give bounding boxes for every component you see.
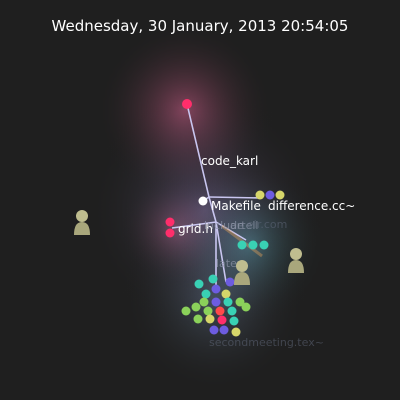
user-avatar-icon [288, 248, 304, 273]
file-node [165, 228, 175, 238]
faint-file-label: eir.com [247, 218, 287, 231]
file-node [205, 314, 215, 324]
file-node [219, 325, 229, 335]
file-node [193, 314, 203, 324]
tree-edge [171, 221, 217, 229]
file-node [215, 306, 225, 316]
faint-file-label: artell [230, 219, 258, 232]
timestamp: Wednesday, 30 January, 2013 20:54:05 [51, 17, 349, 35]
file-node [208, 274, 218, 284]
file-nodes [165, 99, 285, 250]
file-node [182, 99, 192, 109]
file-node [221, 289, 231, 299]
second-meeting-label: secondmeeting.tex~ [209, 336, 324, 349]
file-node [201, 289, 211, 299]
file-label-makefile: Makefile [211, 199, 261, 213]
file-node [259, 240, 269, 250]
file-node [229, 316, 239, 326]
file-node [181, 306, 191, 316]
file-node [227, 306, 237, 316]
tree-edge [215, 221, 227, 283]
file-node [241, 302, 251, 312]
file-node [265, 190, 275, 200]
file-node [237, 240, 247, 250]
file-node [211, 284, 221, 294]
file-node [275, 190, 285, 200]
file-node [217, 315, 227, 325]
file-node [248, 240, 258, 250]
file-node [203, 306, 213, 316]
file-node [225, 277, 235, 287]
file-node [191, 302, 201, 312]
file-node-cluster [181, 274, 251, 337]
file-node [231, 327, 241, 337]
tree-edges [171, 103, 263, 293]
tree-edge [215, 221, 247, 241]
file-node [194, 279, 204, 289]
file-node [198, 196, 208, 206]
tree-edge [208, 196, 263, 199]
file-node [165, 217, 175, 227]
tree-edge [186, 103, 210, 198]
tree-edge [208, 196, 217, 223]
user-avatar-icon [234, 260, 250, 285]
file-label-grid: grid.h [178, 222, 213, 236]
file-node [211, 297, 221, 307]
file-node [199, 297, 209, 307]
file-label-difference: difference.cc~ [268, 199, 355, 213]
file-node [235, 297, 245, 307]
directory-label: code_karl [201, 154, 258, 168]
file-node [255, 190, 265, 200]
file-node [223, 297, 233, 307]
include-dir-label: include [204, 219, 244, 232]
file-node [209, 325, 219, 335]
user-avatar-icon [74, 210, 90, 235]
